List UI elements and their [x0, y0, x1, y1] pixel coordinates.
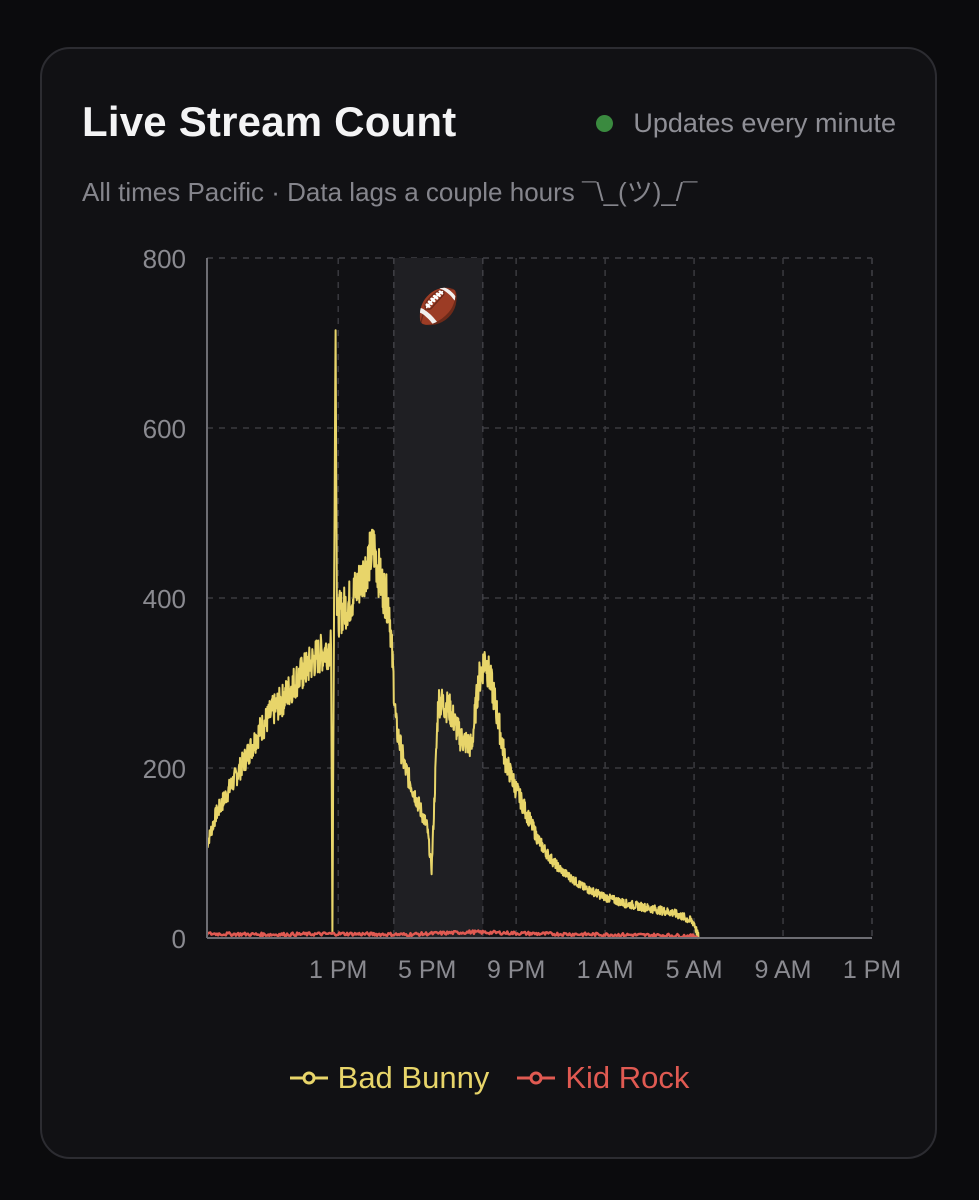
status-dot-icon: [596, 115, 614, 132]
legend-label: Kid Rock: [565, 1060, 690, 1095]
y-tick-label: 800: [143, 244, 186, 274]
legend-item[interactable]: Bad Bunny: [289, 1060, 490, 1096]
x-tick-label: 9 AM: [755, 956, 812, 984]
x-tick-label: 5 PM: [398, 956, 456, 984]
series-layer: [205, 329, 872, 940]
series-line-bad-bunny: [206, 329, 700, 939]
tick-labels: 0 200 400 600 800 1 PM 5 PM 9 PM 1 AM 5 AM 9 AM 1 P…: [143, 244, 902, 984]
x-tick-label: 1 PM: [309, 956, 367, 984]
highlight-band: 🏈: [393, 258, 484, 938]
y-tick-label: 400: [143, 584, 186, 614]
series-line-kid-rock: [205, 929, 699, 940]
status-text: Updates every minute: [633, 108, 896, 138]
legend-marker-icon: [517, 1071, 556, 1085]
x-tick-label: 9 PM: [487, 956, 545, 984]
x-tick-label: 1 PM: [843, 956, 901, 984]
legend-item[interactable]: Kid Rock: [517, 1060, 689, 1096]
card-title: Live Stream Count: [82, 98, 457, 145]
axes: [206, 258, 872, 939]
legend-label: Bad Bunny: [337, 1060, 490, 1095]
football-icon: 🏈: [417, 287, 459, 327]
highlight-band-rect: [393, 258, 483, 938]
x-tick-label: 5 AM: [666, 956, 723, 984]
y-tick-label: 600: [143, 414, 186, 444]
chart-legend: Bad Bunny Kid Rock: [0, 1060, 979, 1096]
y-tick-label: 0: [172, 924, 186, 954]
x-tick-label: 1 AM: [577, 956, 634, 984]
card-subtitle: All times Pacific · Data lags a couple h…: [82, 177, 698, 207]
legend-marker-icon: [289, 1071, 328, 1085]
update-status: Updates every minute: [596, 108, 896, 139]
y-tick-label: 200: [143, 754, 186, 784]
chart-card: [40, 47, 937, 1159]
